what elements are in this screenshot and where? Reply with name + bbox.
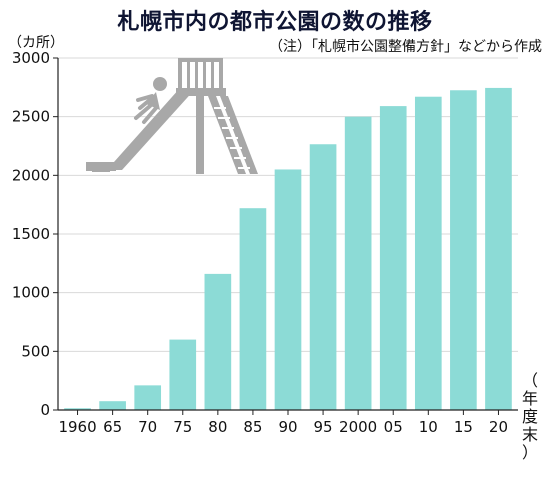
y-tick-label: 1000 [12, 284, 50, 302]
x-unit-label: （年度末） [521, 371, 538, 462]
bar-05 [379, 106, 407, 411]
bar-90 [274, 169, 302, 410]
chart-title: 札幌市内の都市公園の数の推移 [117, 10, 433, 35]
bar-15 [450, 90, 477, 411]
x-axis-ticks: 1960 65 70 75 80 85 90 95 2000 05 10 15 20 [58, 410, 508, 436]
y-tick-label: 1500 [12, 225, 50, 243]
x-tick-label: 05 [384, 418, 403, 436]
y-tick-label: 0 [40, 401, 50, 419]
bar-70 [134, 385, 162, 410]
source-note: （注）「札幌市公園整備方針」などから作成 [269, 39, 542, 55]
y-tick-label: 2500 [12, 108, 50, 126]
x-tick-label: 2000 [339, 418, 377, 436]
x-tick-label: 10 [419, 418, 438, 436]
bar-65 [99, 401, 126, 410]
y-axis-ticks: 0 500 1000 1500 2000 2500 3000 [12, 49, 58, 419]
bar-85 [239, 208, 267, 410]
y-unit-label: （カ所） [8, 35, 64, 51]
bar-80 [204, 273, 232, 410]
slide-icon [86, 58, 258, 174]
y-tick-label: 500 [21, 342, 50, 360]
x-tick-label: 1960 [58, 418, 96, 436]
bars [64, 87, 512, 411]
x-tick-label: 85 [243, 418, 262, 436]
x-tick-label: 80 [208, 418, 227, 436]
x-tick-label: 70 [138, 418, 157, 436]
bar-10 [414, 96, 442, 410]
bar-95 [309, 144, 337, 411]
bar-75 [169, 339, 197, 410]
x-tick-label: 15 [454, 418, 473, 436]
y-tick-label: 2000 [12, 166, 50, 184]
x-tick-label: 75 [173, 418, 192, 436]
y-tick-label: 3000 [12, 49, 50, 67]
bar-1960 [64, 408, 91, 410]
x-tick-label: 65 [103, 418, 122, 436]
bar-2000 [344, 116, 372, 411]
x-tick-label: 95 [314, 418, 333, 436]
x-tick-label: 20 [489, 418, 508, 436]
x-tick-label: 90 [278, 418, 297, 436]
bar-20 [485, 87, 512, 411]
